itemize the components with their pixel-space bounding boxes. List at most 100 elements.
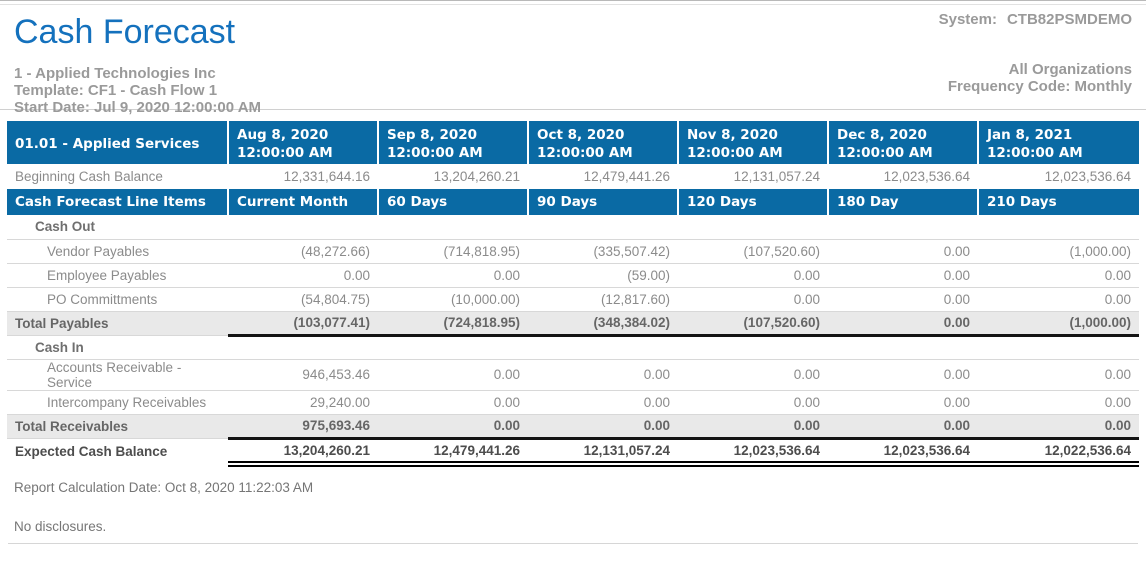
frequency-code: Frequency Code: Monthly <box>947 78 1132 95</box>
cash-in-section-row: Cash In <box>7 335 1139 360</box>
page-title: Cash Forecast <box>14 13 236 51</box>
row-label: Expected Cash Balance <box>15 443 168 459</box>
bottom-divider <box>8 543 1138 544</box>
period-column-header: Current Month <box>227 189 378 215</box>
organizations: All Organizations <box>1008 61 1132 78</box>
amount-cell: 12,131,057.24 <box>733 169 820 184</box>
amount-cell: (714,818.95) <box>378 239 528 264</box>
amount-cell: (724,818.95) <box>378 311 528 337</box>
amount-cell: 0.00 <box>978 390 1139 415</box>
amount-cell: (59.00) <box>528 263 678 288</box>
amount-cell: 12,131,057.24 <box>528 438 678 467</box>
amount-cell: 0.00 <box>828 311 978 337</box>
amount-cell: (335,507.42) <box>528 239 678 264</box>
line-item-row: Vendor Payables (48,272.66) (714,818.95)… <box>7 239 1139 264</box>
amount-cell: 0.00 <box>378 390 528 415</box>
amount-cell: (107,520.60) <box>678 239 828 264</box>
amount-cell: 975,693.46 <box>228 414 378 440</box>
system-value: CTB82PSMDEMO <box>1006 11 1132 28</box>
amount-cell: (54,804.75) <box>228 287 378 312</box>
line-item-row: PO Committments (54,804.75) (10,000.00) … <box>7 287 1139 312</box>
amount-cell: 0.00 <box>828 359 978 391</box>
amount-cell: 0.00 <box>828 239 978 264</box>
amount-cell: 0.00 <box>528 414 678 440</box>
beginning-cash-balance-row: Beginning Cash Balance 12,331,644.16 13,… <box>7 164 1139 189</box>
amount-cell: 12,023,536.64 <box>678 438 828 467</box>
period-column-header: 210 Days <box>977 189 1139 215</box>
disclosures-text: No disclosures. <box>14 519 107 534</box>
period-column-header: 60 Days <box>377 189 528 215</box>
row-label: Beginning Cash Balance <box>15 169 163 184</box>
header-divider <box>0 109 1146 110</box>
amount-cell: (48,272.66) <box>228 239 378 264</box>
amount-cell: 13,204,260.21 <box>433 169 520 184</box>
amount-cell: 12,023,536.64 <box>1044 169 1131 184</box>
system-label: System: <box>938 11 997 28</box>
row-label: Total Payables <box>7 311 228 336</box>
section-title: Cash Out <box>7 215 228 240</box>
total-receivables-row: Total Receivables 975,693.46 0.00 0.00 0… <box>7 414 1139 440</box>
amount-cell: 12,023,536.64 <box>828 438 978 467</box>
amount-cell: 0.00 <box>678 359 828 391</box>
amount-cell: 0.00 <box>678 263 828 288</box>
expected-cash-balance-row: Expected Cash Balance 13,204,260.21 12,4… <box>7 438 1139 467</box>
row-label: Intercompany Receivables <box>7 390 228 415</box>
amount-cell: 0.00 <box>678 390 828 415</box>
amount-cell: 13,204,260.21 <box>228 438 378 467</box>
date-header-row: 01.01 - Applied Services Aug 8, 2020 12:0… <box>7 121 1139 164</box>
amount-cell: 12,479,441.26 <box>583 169 670 184</box>
date-column-header: Oct 8, 2020 12:00:00 AM <box>527 121 678 164</box>
line-item-row: Employee Payables 0.00 0.00 (59.00) 0.00… <box>7 263 1139 288</box>
report-meta: System: CTB82PSMDEMO All Organizations Fr… <box>939 11 1132 95</box>
amount-cell: (348,384.02) <box>528 311 678 337</box>
row-label: Vendor Payables <box>7 239 228 264</box>
cash-out-section-row: Cash Out <box>7 215 1139 240</box>
period-column-header: 120 Days <box>677 189 828 215</box>
date-column-header: Nov 8, 2020 12:00:00 AM <box>677 121 828 164</box>
amount-cell: 0.00 <box>528 359 678 391</box>
amount-cell: 12,479,441.26 <box>378 438 528 467</box>
amount-cell: (12,817.60) <box>528 287 678 312</box>
amount-cell: 12,022,536.64 <box>978 438 1139 467</box>
row-label: Employee Payables <box>7 263 228 288</box>
system-id: System: CTB82PSMDEMO <box>939 11 1132 28</box>
company-name: 1 - Applied Technologies Inc <box>14 65 216 82</box>
line-item-row: Accounts Receivable - Service 946,453.46… <box>7 359 1139 391</box>
row-label: PO Committments <box>7 287 228 312</box>
amount-cell: (103,077.41) <box>228 311 378 337</box>
amount-cell: 0.00 <box>678 287 828 312</box>
amount-cell: 0.00 <box>978 263 1139 288</box>
template-name: Template: CF1 - Cash Flow 1 <box>14 82 218 99</box>
report-scope: All Organizations Frequency Code: Monthl… <box>939 61 1132 95</box>
period-column-header: 180 Day <box>827 189 978 215</box>
start-date: Start Date: Jul 9, 2020 12:00:00 AM <box>14 99 262 116</box>
amount-cell: 0.00 <box>378 359 528 391</box>
amount-cell: 0.00 <box>378 414 528 440</box>
report-footer: Report Calculation Date: Oct 8, 2020 11:… <box>0 467 1146 534</box>
amount-cell: 0.00 <box>678 414 828 440</box>
line-item-row: Intercompany Receivables 29,240.00 0.00 … <box>7 390 1139 415</box>
amount-cell: 0.00 <box>828 414 978 440</box>
amount-cell: 12,331,644.16 <box>283 169 370 184</box>
amount-cell: 0.00 <box>228 263 378 288</box>
amount-cell: 0.00 <box>378 263 528 288</box>
amount-cell: 12,023,536.64 <box>883 169 970 184</box>
row-label: Total Receivables <box>7 414 228 439</box>
report-header: Cash Forecast 1 - Applied Technologies I… <box>0 5 1146 116</box>
date-column-header: Aug 8, 2020 12:00:00 AM <box>227 121 378 164</box>
date-column-header: Jan 8, 2021 12:00:00 AM <box>977 121 1139 164</box>
total-payables-row: Total Payables (103,077.41) (724,818.95)… <box>7 311 1139 337</box>
amount-cell: (1,000.00) <box>978 239 1139 264</box>
row-label: Accounts Receivable - Service <box>7 359 228 391</box>
amount-cell: 0.00 <box>978 359 1139 391</box>
business-unit-header: 01.01 - Applied Services <box>7 121 228 164</box>
date-column-header: Dec 8, 2020 12:00:00 AM <box>827 121 978 164</box>
line-items-header: Cash Forecast Line Items <box>7 189 228 215</box>
amount-cell: (10,000.00) <box>378 287 528 312</box>
amount-cell: 0.00 <box>828 287 978 312</box>
amount-cell: (1,000.00) <box>978 311 1139 337</box>
amount-cell: 0.00 <box>978 287 1139 312</box>
line-items-header-row: Cash Forecast Line Items Current Month 6… <box>7 189 1139 215</box>
amount-cell: 0.00 <box>828 390 978 415</box>
